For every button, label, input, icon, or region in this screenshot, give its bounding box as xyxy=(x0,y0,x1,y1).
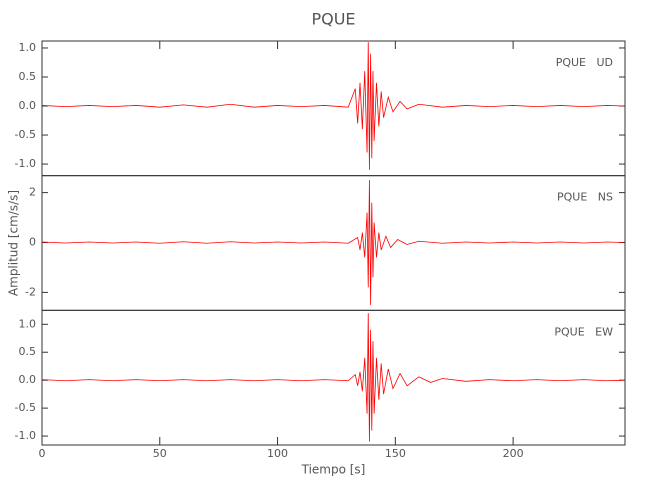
y-tick-label: -1.0 xyxy=(15,157,36,170)
x-tick-label: 200 xyxy=(503,447,524,460)
chart-title: PQUE xyxy=(311,10,355,29)
x-axis-label: Tiempo [s] xyxy=(301,463,366,477)
waveform xyxy=(41,313,624,442)
panel-label: PQUE NS xyxy=(557,191,613,204)
x-tick-label: 50 xyxy=(153,447,167,460)
y-tick-label: -2 xyxy=(25,285,36,298)
y-tick-label: 0.0 xyxy=(19,373,37,386)
y-tick-label: 0 xyxy=(29,236,36,249)
y-tick-label: 1.0 xyxy=(19,41,37,54)
y-tick-label: 0.0 xyxy=(19,99,37,112)
waveform xyxy=(41,180,624,305)
y-tick-label: -0.5 xyxy=(15,401,36,414)
y-tick-label: -1.0 xyxy=(15,429,36,442)
panel-frame xyxy=(41,309,626,446)
x-tick-label: 100 xyxy=(267,447,288,460)
y-tick-label: 0.5 xyxy=(19,345,37,358)
x-tick-label: 0 xyxy=(39,447,46,460)
y-tick-label: 2 xyxy=(29,186,36,199)
y-tick-label: -0.5 xyxy=(15,128,36,141)
panel-label: PQUE EW xyxy=(554,325,613,338)
panel-label: PQUE UD xyxy=(556,56,613,69)
x-tick-label: 150 xyxy=(385,447,406,460)
y-tick-label: 0.5 xyxy=(19,70,37,83)
waveform xyxy=(41,42,624,170)
panel-frame xyxy=(41,40,626,177)
y-axis-label: Amplitud [cm/s/s] xyxy=(7,190,21,296)
y-tick-label: 1.0 xyxy=(19,317,37,330)
